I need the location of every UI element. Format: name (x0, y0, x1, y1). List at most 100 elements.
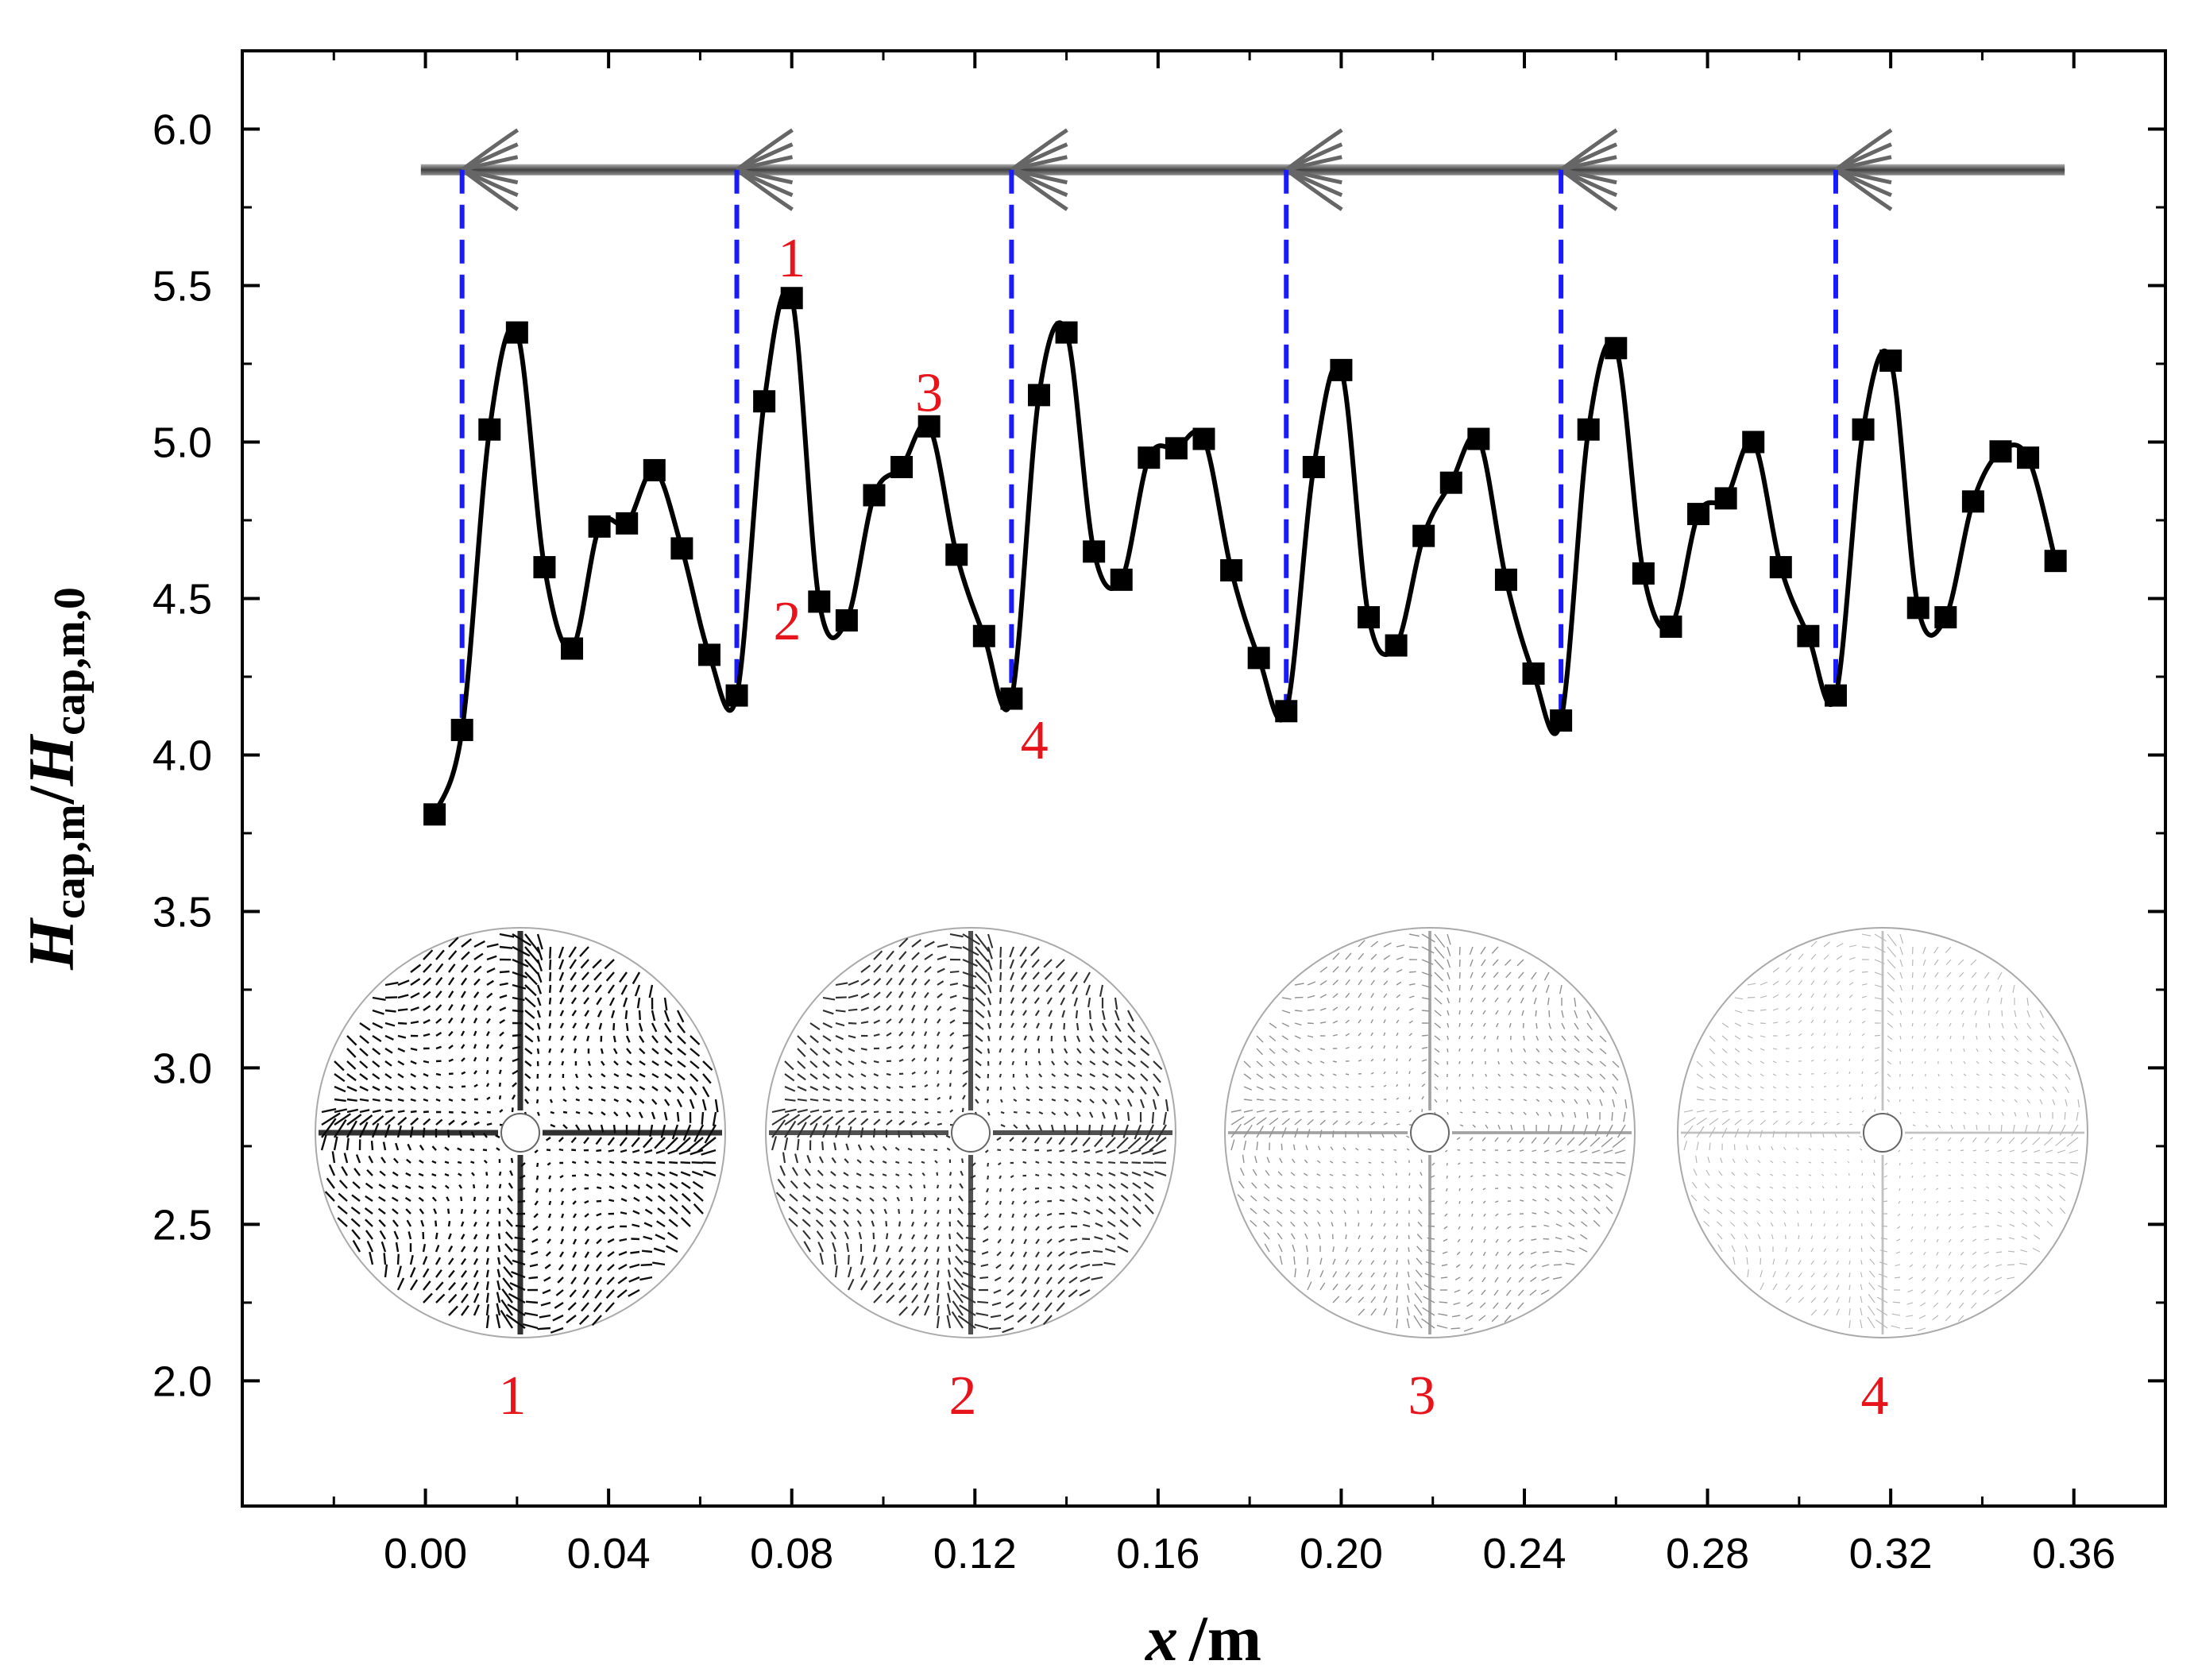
inset-vectors (1683, 933, 2080, 1332)
data-marker (1083, 540, 1106, 563)
guide-lines (459, 169, 1838, 730)
point-annotation: 3 (915, 362, 943, 423)
data-marker (450, 718, 473, 741)
x-tick-label: 0.36 (2032, 1530, 2115, 1578)
x-tick-label: 0.00 (384, 1530, 467, 1578)
tape-feather (736, 155, 794, 172)
data-marker (1605, 337, 1628, 360)
data-marker (863, 484, 886, 507)
tape-feather (1834, 168, 1893, 211)
inset-cross-jets (1228, 931, 1632, 1334)
y-axis: 2.0 2.5 3.0 3.5 4.0 4.5 5.0 5.5 6.0 (153, 106, 2165, 1405)
data-marker (423, 803, 446, 826)
tape-feather (736, 168, 794, 211)
data-marker (697, 643, 720, 666)
data-marker (588, 515, 611, 538)
data-marker (1138, 446, 1161, 469)
data-marker (945, 543, 968, 566)
tape-arrow (1010, 128, 1068, 211)
data-marker (1824, 684, 1847, 707)
data-marker (1659, 615, 1682, 638)
vector-field-inset: 4 (1677, 927, 2088, 1427)
data-marker (1742, 431, 1765, 454)
data-markers (423, 287, 2067, 826)
inset-vector-arrows (1230, 933, 1628, 1332)
data-marker (808, 590, 831, 613)
data-marker (917, 415, 941, 438)
inset-vectors (320, 933, 719, 1334)
data-marker (1714, 487, 1737, 510)
data-marker (780, 287, 803, 310)
vector-field-inset: 1 (315, 927, 726, 1427)
x-tick-label: 0.16 (1116, 1530, 1199, 1578)
inset-center-hole (1410, 1113, 1450, 1153)
tape-arrow (736, 128, 794, 211)
inset-label: 2 (949, 1365, 977, 1427)
data-marker (1439, 471, 1462, 494)
inset-vector-arrows (771, 933, 1169, 1334)
tape-feather (462, 155, 519, 172)
data-marker (1797, 624, 1820, 647)
vector-field-inset: 2 (765, 927, 1176, 1427)
x-tick-label: 0.08 (750, 1530, 833, 1578)
tape-feather (1835, 155, 1892, 172)
tape-feather (1285, 155, 1342, 172)
x-tick-label: 0.20 (1300, 1530, 1383, 1578)
data-marker (972, 624, 995, 647)
y-tick-label: 4.5 (153, 575, 212, 623)
inset-vector-arrows (1683, 933, 2080, 1332)
data-marker (1302, 455, 1325, 478)
inset-cross-jets (319, 931, 722, 1334)
data-marker (1358, 606, 1381, 629)
data-marker (1275, 700, 1298, 723)
data-marker (1769, 556, 1792, 579)
inset-center-hole (500, 1113, 540, 1153)
data-marker (561, 637, 584, 660)
data-marker (1110, 568, 1133, 591)
y-tick-label: 6.0 (153, 106, 212, 153)
y-tick-label: 3.5 (153, 888, 212, 936)
tape-rod (420, 164, 2065, 176)
data-marker (1330, 358, 1353, 381)
data-marker (670, 537, 693, 560)
tape-feather (1560, 155, 1617, 172)
data-marker (1687, 503, 1710, 526)
data-marker (1247, 647, 1270, 670)
data-marker (1879, 350, 1902, 373)
y-tick-label: 3.0 (153, 1045, 212, 1092)
y-tick-label: 5.5 (153, 262, 212, 310)
data-marker (1192, 427, 1215, 450)
spiral-tape (420, 128, 2065, 211)
data-marker (505, 321, 528, 344)
y-tick-label: 4.0 (153, 732, 212, 779)
data-marker (1385, 634, 1408, 657)
y-tick-label: 2.0 (153, 1358, 212, 1405)
inset-label: 1 (499, 1365, 527, 1427)
vector-field-insets: 1 2 3 4 (315, 927, 2088, 1427)
data-marker (725, 684, 748, 707)
data-marker (1055, 321, 1078, 344)
data-marker (1165, 437, 1188, 460)
y-tick-label: 5.0 (153, 419, 212, 466)
tape-arrow (1559, 128, 1618, 211)
annotations: 1 2 3 4 (773, 228, 1048, 771)
tape-feather (461, 168, 520, 211)
x-tick-label: 0.32 (1849, 1530, 1933, 1578)
point-annotation: 2 (773, 591, 801, 652)
data-marker (1577, 418, 1600, 441)
data-marker (1989, 440, 2012, 463)
x-tick-label: 0.04 (567, 1530, 651, 1578)
x-tick-label: 0.24 (1482, 1530, 1566, 1578)
inset-vectors (771, 933, 1169, 1334)
x-tick-label: 0.28 (1666, 1530, 1749, 1578)
data-marker (1852, 418, 1875, 441)
tape-feather (1284, 168, 1343, 211)
data-marker (1000, 687, 1023, 710)
data-marker (890, 455, 914, 478)
inset-cross-jets (1681, 931, 2084, 1334)
inset-vector-arrows (320, 933, 719, 1334)
tape-arrow (1834, 128, 1893, 211)
x-tick-label: 0.12 (933, 1530, 1017, 1578)
data-marker (835, 609, 858, 632)
